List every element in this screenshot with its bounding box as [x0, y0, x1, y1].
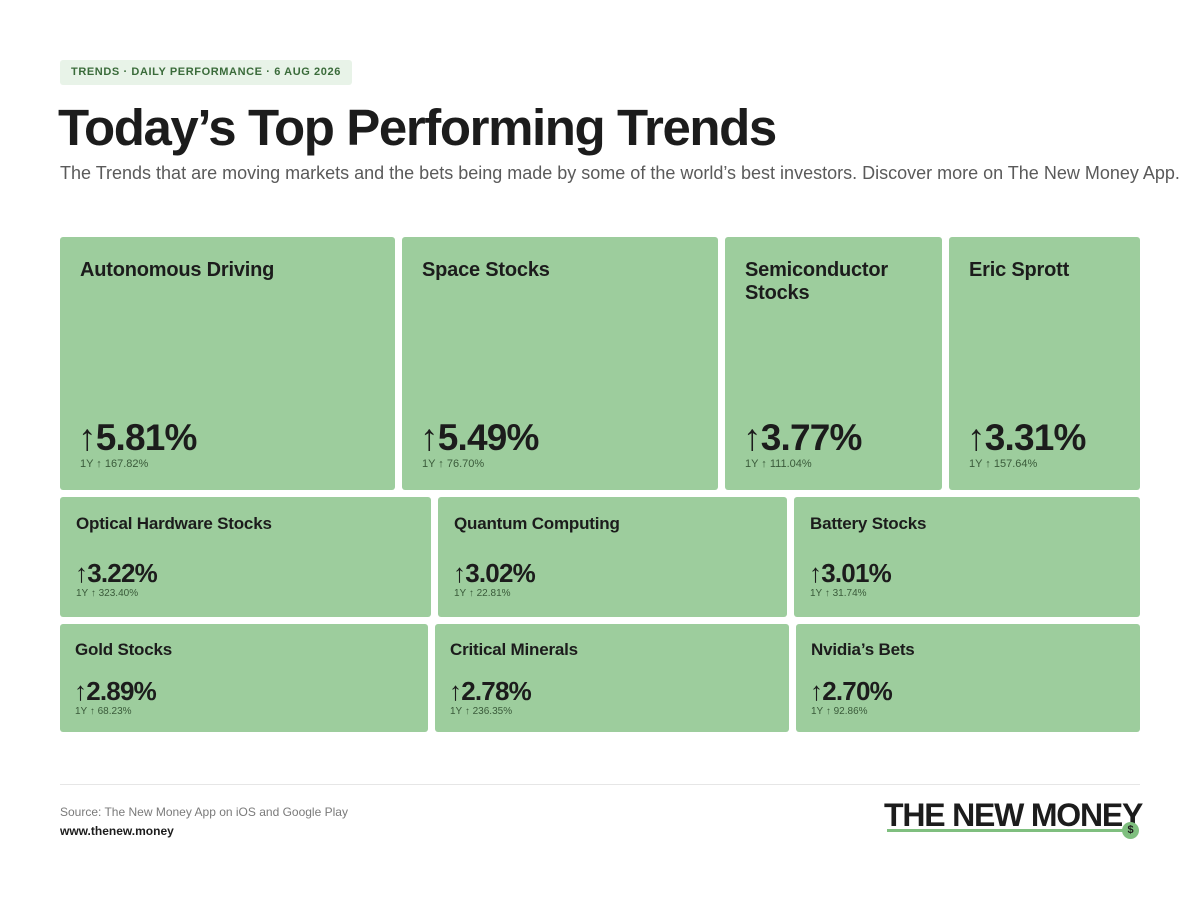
trend-name: Eric Sprott — [969, 259, 1070, 281]
logo-underline — [887, 829, 1127, 832]
daily-change-value: 3.22% — [87, 558, 158, 588]
trend-name: Quantum Computing — [454, 514, 620, 533]
daily-change: ↑5.81% — [78, 417, 197, 459]
source-text: Source: The New Money App on iOS and Goo… — [60, 805, 348, 819]
trend-name: Semiconductor Stocks — [745, 259, 888, 304]
trend-tile-optical-hardware-stocks[interactable]: Optical Hardware Stocks ↑3.22% 1Y ↑ 323.40… — [60, 497, 431, 617]
one-year-change: 1Y ↑ 92.86% — [811, 706, 868, 717]
daily-change-value: 2.78% — [461, 676, 532, 706]
trend-name: Gold Stocks — [75, 640, 172, 659]
daily-change: ↑5.49% — [420, 417, 539, 459]
one-year-change: 1Y ↑ 157.64% — [969, 458, 1038, 470]
trend-tile-nvidia-s-bets[interactable]: Nvidia’s Bets ↑2.70% 1Y ↑ 92.86% — [796, 624, 1140, 732]
one-year-change: 1Y ↑ 22.81% — [454, 588, 511, 599]
dollar-coin-icon: $ — [1122, 822, 1139, 839]
trend-tile-space-stocks[interactable]: Space Stocks ↑5.49% 1Y ↑ 76.70% — [402, 237, 718, 490]
trend-name: Optical Hardware Stocks — [76, 514, 272, 533]
trend-name: Nvidia’s Bets — [811, 640, 915, 659]
arrow-up-icon: ↑ — [810, 676, 823, 706]
arrow-up-icon: ↑ — [809, 558, 822, 588]
daily-change: ↑3.77% — [743, 417, 862, 459]
daily-change-value: 2.89% — [86, 676, 157, 706]
trend-tile-quantum-computing[interactable]: Quantum Computing ↑3.02% 1Y ↑ 22.81% — [438, 497, 787, 617]
header-tag: TRENDS · DAILY PERFORMANCE · 6 AUG 2026 — [60, 60, 352, 85]
arrow-up-icon: ↑ — [453, 558, 466, 588]
daily-change-value: 3.02% — [465, 558, 536, 588]
daily-change: ↑3.02% — [453, 558, 536, 589]
one-year-change: 1Y ↑ 323.40% — [76, 588, 139, 599]
trend-tile-autonomous-driving[interactable]: Autonomous Driving ↑5.81% 1Y ↑ 167.82% — [60, 237, 395, 490]
arrow-up-icon: ↑ — [74, 676, 87, 706]
one-year-change: 1Y ↑ 167.82% — [80, 458, 149, 470]
one-year-change: 1Y ↑ 31.74% — [810, 588, 867, 599]
trend-name: Critical Minerals — [450, 640, 578, 659]
daily-change: ↑2.70% — [810, 676, 893, 707]
daily-change-value: 3.31% — [984, 417, 1087, 458]
brand-logo: THE NEW MONEY — [884, 797, 1143, 833]
arrow-up-icon: ↑ — [967, 417, 985, 458]
arrow-up-icon: ↑ — [75, 558, 88, 588]
daily-change-value: 3.01% — [821, 558, 892, 588]
arrow-up-icon: ↑ — [449, 676, 462, 706]
website-link[interactable]: www.thenew.money — [60, 824, 174, 838]
daily-change-value: 3.77% — [760, 417, 863, 458]
one-year-change: 1Y ↑ 68.23% — [75, 706, 132, 717]
daily-change: ↑2.78% — [449, 676, 532, 707]
daily-change-value: 5.49% — [437, 417, 540, 458]
trend-tile-semiconductor-stocks[interactable]: Semiconductor Stocks ↑3.77% 1Y ↑ 111.04% — [725, 237, 942, 490]
daily-change: ↑3.01% — [809, 558, 892, 589]
one-year-change: 1Y ↑ 76.70% — [422, 458, 485, 470]
daily-change-value: 2.70% — [822, 676, 893, 706]
page-subtitle: The Trends that are moving markets and t… — [60, 163, 1180, 183]
page-title: Today’s Top Performing Trends — [58, 99, 777, 156]
trend-tile-gold-stocks[interactable]: Gold Stocks ↑2.89% 1Y ↑ 68.23% — [60, 624, 428, 732]
trend-tile-critical-minerals[interactable]: Critical Minerals ↑2.78% 1Y ↑ 236.35% — [435, 624, 789, 732]
trend-tile-eric-sprott[interactable]: Eric Sprott ↑3.31% 1Y ↑ 157.64% — [949, 237, 1140, 490]
daily-change: ↑3.31% — [967, 417, 1086, 459]
daily-change-value: 5.81% — [95, 417, 198, 458]
trend-name: Battery Stocks — [810, 514, 927, 533]
footer-divider — [60, 784, 1140, 785]
arrow-up-icon: ↑ — [78, 417, 96, 458]
arrow-up-icon: ↑ — [743, 417, 761, 458]
daily-change: ↑3.22% — [75, 558, 158, 589]
trend-name: Space Stocks — [422, 259, 550, 281]
trend-tile-battery-stocks[interactable]: Battery Stocks ↑3.01% 1Y ↑ 31.74% — [794, 497, 1140, 617]
one-year-change: 1Y ↑ 111.04% — [745, 458, 812, 470]
one-year-change: 1Y ↑ 236.35% — [450, 706, 513, 717]
daily-change: ↑2.89% — [74, 676, 157, 707]
trend-name: Autonomous Driving — [80, 259, 275, 281]
arrow-up-icon: ↑ — [420, 417, 438, 458]
